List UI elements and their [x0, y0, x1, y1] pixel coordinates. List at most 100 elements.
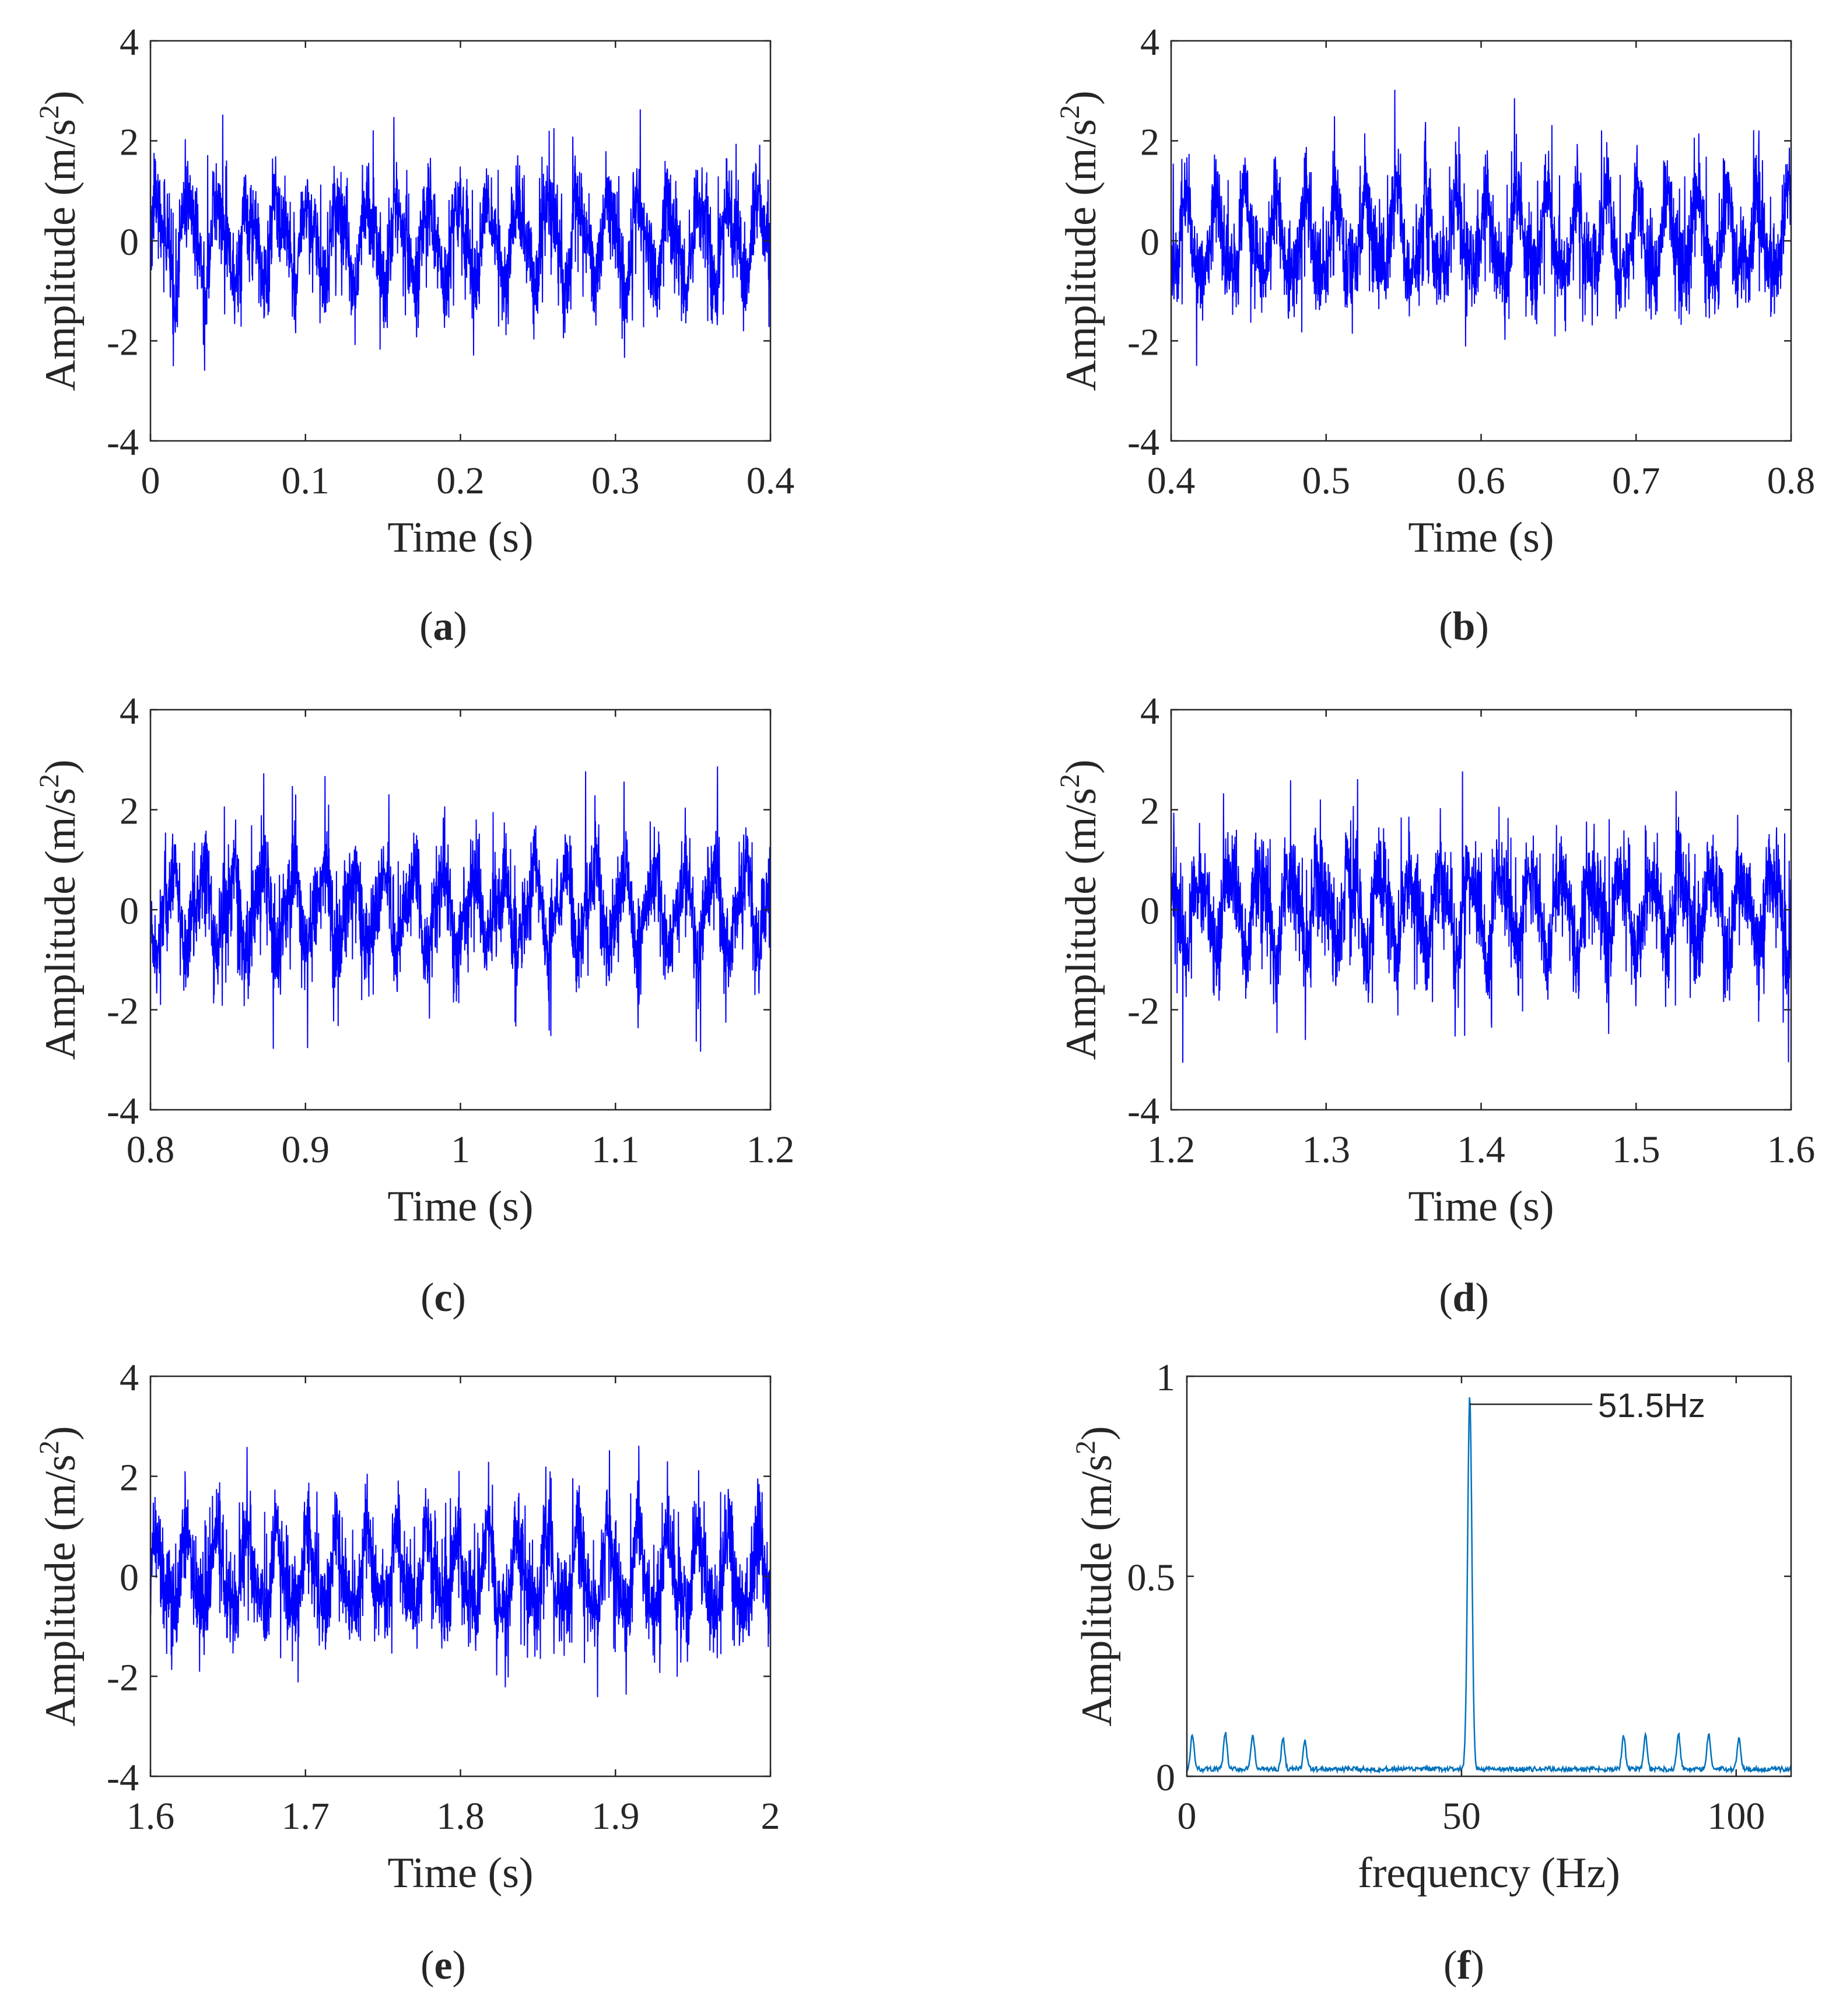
panel-label-close: ): [453, 1275, 466, 1320]
y-tick-label: 4: [120, 1356, 139, 1399]
y-tick-label: 0: [1140, 221, 1159, 264]
x-tick-label: 50: [1442, 1795, 1481, 1838]
x-tick-label: 0.3: [591, 460, 640, 502]
panel-label-close: ): [1471, 1943, 1484, 1988]
x-tick-label: 1.9: [591, 1795, 640, 1838]
panel-label-open: (: [419, 604, 433, 649]
x-axis-label: Time (s): [1408, 514, 1554, 562]
panel-label-close: ): [1475, 1275, 1488, 1320]
signal-trace-a: [150, 109, 770, 371]
panel-label-d: (d): [1439, 1275, 1489, 1320]
y-tick-label: 0: [120, 221, 139, 264]
spectrum-trace: [1187, 1397, 1791, 1775]
panel-label-open: (: [1443, 1943, 1457, 1988]
y-tick-label: 4: [120, 690, 139, 732]
panel-label-open: (: [421, 1275, 434, 1320]
panel-label-close: ): [1475, 604, 1488, 649]
signal-trace-c: [150, 766, 770, 1052]
x-axis-label: Time (s): [387, 1849, 533, 1897]
annotation-label: 51.5Hz: [1598, 1387, 1705, 1425]
y-axis-label-close: ): [1073, 1426, 1121, 1440]
panel-label-open: (: [1439, 604, 1452, 649]
panel-e: 1.6 1.7 1.8 1.9 2 -4 -2 0 2 4 Time (s) Amplitude (m…: [34, 1356, 780, 1897]
panel-label-a: (a): [419, 604, 467, 649]
y-tick-label: 0.5: [1127, 1556, 1176, 1599]
y-tick-label: 2: [120, 121, 139, 164]
panel-label-b: (b): [1439, 604, 1489, 649]
y-axis-label-superscript: 2: [34, 774, 65, 788]
x-axis-label: Time (s): [387, 514, 533, 562]
y-tick-label: -4: [107, 421, 139, 464]
panel-label-f: (f): [1443, 1943, 1484, 1988]
y-tick-label: -4: [107, 1090, 139, 1133]
y-tick-label: -2: [107, 990, 139, 1033]
panel-label-letter: b: [1453, 604, 1476, 649]
x-tick-label: 0.2: [436, 460, 485, 502]
x-tick-label: 0.7: [1612, 460, 1660, 502]
y-axis-label: Amplitude (m/s2): [1054, 759, 1105, 1060]
y-axis-label-superscript: 2: [1070, 1440, 1101, 1454]
x-axis-label: Time (s): [1408, 1183, 1554, 1230]
y-tick-label: 0: [1140, 890, 1159, 932]
panel-b: 0.4 0.5 0.6 0.7 0.8 -4 -2 0 2 4 Time (s) Amplitude …: [1054, 21, 1815, 562]
axes-box: [1186, 1375, 1792, 1777]
y-axis-label: Amplitude (m/s2): [34, 759, 85, 1060]
panel-a: 0 0.1 0.2 0.3 0.4 -4 -2 0 2 4 Time (s) Amplitude (m…: [34, 21, 794, 562]
x-axis-label: frequency (Hz): [1358, 1849, 1620, 1897]
y-tick-label: 1: [1156, 1356, 1175, 1399]
y-tick-label: 2: [1140, 790, 1159, 833]
x-tick-label: 0.9: [282, 1128, 330, 1171]
x-tick-label: 0.5: [1302, 460, 1351, 502]
panel-label-letter: d: [1453, 1275, 1476, 1320]
panel-label-e: (e): [421, 1943, 466, 1988]
x-tick-label: 0.4: [747, 460, 795, 502]
y-axis-label-close: ): [1057, 90, 1105, 105]
panel-label-close: ): [454, 604, 467, 649]
signal-trace-d: [1171, 771, 1791, 1063]
y-tick-label: -2: [1127, 321, 1159, 364]
x-tick-label: 1.7: [282, 1795, 330, 1838]
x-axis-label: Time (s): [387, 1183, 533, 1230]
y-tick-label: 0: [120, 890, 139, 932]
y-axis-label-superscript: 2: [1054, 105, 1085, 119]
y-axis-label: Amplitude (m/s2): [34, 1426, 85, 1726]
y-axis-label: Amplitude (m/s2): [34, 90, 85, 391]
y-axis-label: Amplitude (m/s2): [1054, 90, 1105, 391]
x-tick-label: 1.6: [1767, 1128, 1816, 1171]
y-tick-label: -4: [1127, 1090, 1159, 1133]
y-axis-label-superscript: 2: [34, 1440, 65, 1454]
y-tick-label: 4: [120, 21, 139, 64]
panel-label-letter: f: [1457, 1943, 1471, 1988]
panel-d: 1.2 1.3 1.4 1.5 1.6 -4 -2 0 2 4 Time (s) Amplitude …: [1054, 690, 1815, 1230]
y-tick-label: 4: [1140, 21, 1159, 64]
y-axis-label-main: Amplitude (m/s: [1073, 1454, 1121, 1727]
y-tick-label: -2: [1127, 990, 1159, 1033]
x-tick-label: 0: [1178, 1795, 1197, 1838]
y-tick-label: -4: [107, 1756, 139, 1799]
panel-label-open: (: [1439, 1275, 1452, 1320]
panel-label-letter: a: [433, 604, 454, 649]
y-axis-label-close: ): [37, 1426, 85, 1440]
y-axis-label-close: ): [1057, 759, 1105, 774]
y-axis-label-superscript: 2: [34, 105, 65, 119]
x-tick-label: 1.2: [747, 1128, 795, 1171]
x-tick-label: 1.3: [1302, 1128, 1351, 1171]
x-tick-label: 0.6: [1457, 460, 1505, 502]
panel-label-c: (c): [421, 1275, 466, 1320]
y-tick-label: 2: [120, 1457, 139, 1499]
panel-c: 0.8 0.9 1 1.1 1.2 -4 -2 0 2 4 Time (s) Amplitude (m…: [34, 690, 794, 1230]
x-tick-label: 1.1: [591, 1128, 640, 1171]
x-tick-label: 1.8: [436, 1795, 485, 1838]
x-tick-label: 1.4: [1457, 1128, 1505, 1171]
signal-trace-b: [1171, 89, 1791, 366]
x-tick-label: 2: [761, 1795, 780, 1838]
x-tick-label: 1.2: [1147, 1128, 1196, 1171]
panel-label-open: (: [421, 1943, 434, 1988]
panel-label-close: ): [453, 1943, 466, 1988]
x-tick-label: 0.8: [127, 1128, 175, 1171]
x-tick-label: 100: [1707, 1795, 1765, 1838]
x-tick-label: 0.1: [282, 460, 330, 502]
y-axis-label-close: ): [37, 90, 85, 105]
y-tick-label: 2: [1140, 121, 1159, 164]
